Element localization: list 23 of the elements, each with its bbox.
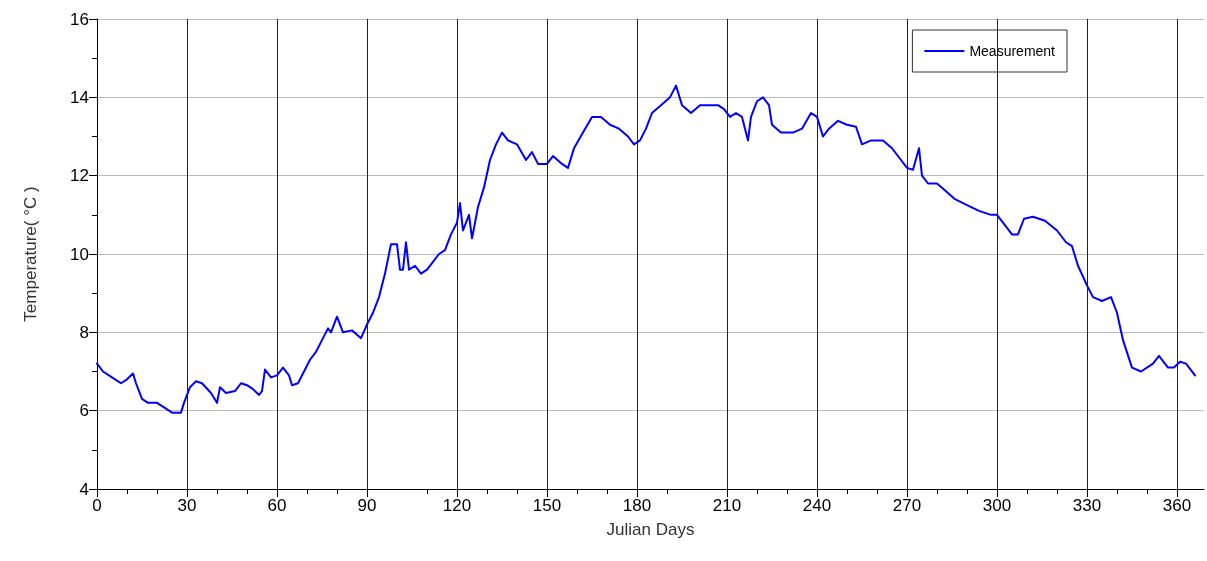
y-tick-label: 6	[79, 401, 89, 421]
x-tick-label: 90	[357, 496, 377, 515]
line-series	[96, 84, 1196, 414]
y-tick-label: 10	[70, 244, 89, 264]
x-tick-label: 360	[1162, 496, 1192, 515]
y-tick-label: 8	[79, 322, 89, 342]
y-tick-label: 16	[70, 9, 89, 29]
x-tick-label: 0	[92, 496, 102, 515]
x-tick-label: 180	[622, 496, 652, 515]
y-tick-label: 14	[70, 87, 89, 107]
x-axis-title: Julian Days	[606, 520, 695, 539]
y-tick-label: 12	[70, 166, 89, 186]
x-tick-label: 300	[982, 496, 1012, 515]
x-tick-label: 30	[177, 496, 197, 515]
x-tick-label: 240	[802, 496, 832, 515]
x-tick-label: 330	[1072, 496, 1102, 515]
y-tick-label: 4	[79, 479, 89, 499]
x-tick-label: 150	[532, 496, 562, 515]
x-tick-label: 60	[267, 496, 287, 515]
y-axis-title: Temperature( °C )	[21, 186, 40, 322]
x-tick-label: 210	[712, 496, 742, 515]
x-tick-label: 120	[442, 496, 472, 515]
x-tick-label: 270	[892, 496, 922, 515]
